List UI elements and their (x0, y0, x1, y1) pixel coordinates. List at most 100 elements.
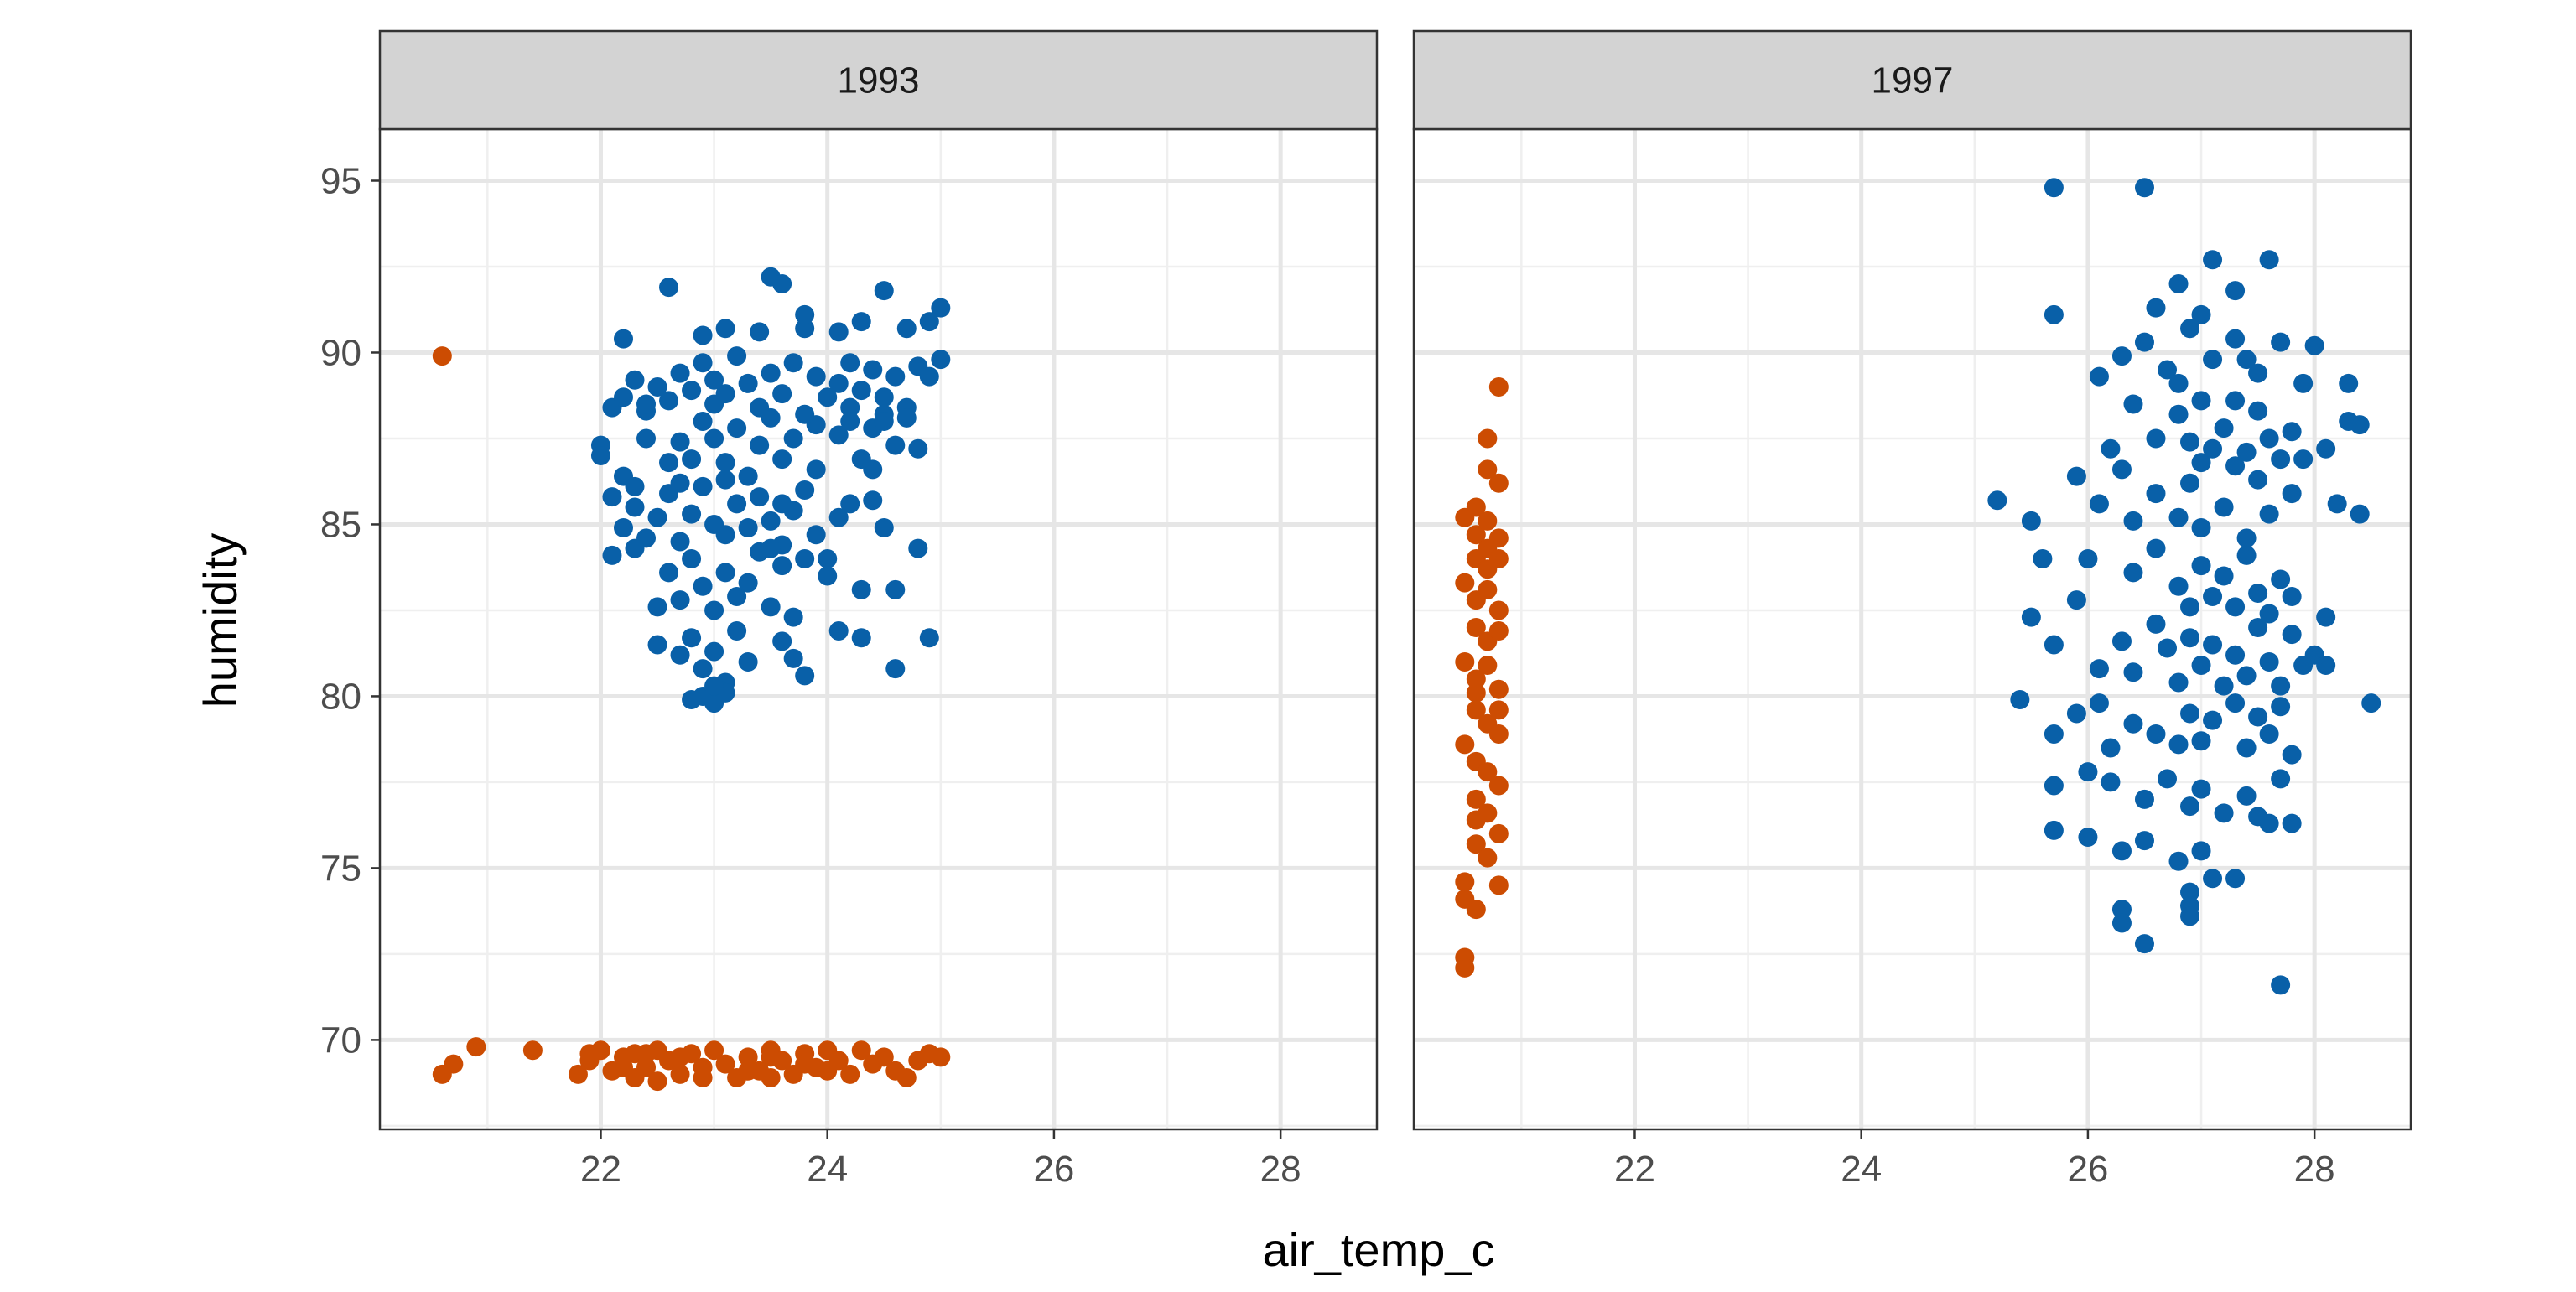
data-point (2078, 762, 2098, 782)
data-point (2180, 432, 2200, 452)
data-point (874, 1047, 894, 1067)
data-point (761, 511, 781, 531)
data-point (647, 507, 667, 527)
data-point (2214, 676, 2234, 696)
data-point (2350, 504, 2370, 524)
y-axis-title: humidity (194, 533, 247, 708)
data-point (2180, 906, 2200, 926)
data-point (738, 373, 758, 393)
data-point (647, 597, 667, 617)
data-point (738, 518, 758, 538)
data-point (750, 322, 770, 342)
data-point (670, 363, 690, 383)
data-point (2225, 329, 2246, 349)
data-point (750, 397, 770, 418)
data-point (919, 366, 939, 387)
data-point (2191, 656, 2211, 676)
data-point (2203, 350, 2223, 370)
data-point (2191, 453, 2211, 473)
data-point (886, 435, 906, 455)
data-point (2168, 273, 2189, 293)
data-point (715, 470, 735, 490)
panel-background (380, 129, 1377, 1129)
data-point (2236, 545, 2257, 565)
data-point (2316, 438, 2336, 459)
data-point (727, 346, 747, 366)
data-point (806, 459, 826, 480)
data-point (806, 525, 826, 545)
data-point (761, 1047, 781, 1067)
data-point (2191, 304, 2211, 324)
data-point (2021, 607, 2041, 627)
data-point (2259, 504, 2279, 524)
data-point (2180, 319, 2200, 339)
data-point (795, 304, 815, 324)
data-point (2168, 507, 2189, 527)
data-point (2248, 401, 2268, 421)
data-point (772, 556, 792, 576)
data-point (772, 494, 792, 514)
data-point (2191, 556, 2211, 576)
data-point (2225, 456, 2246, 476)
data-point (750, 435, 770, 455)
data-point (2327, 494, 2347, 514)
facet-strip-label: 1997 (1872, 60, 1954, 101)
data-point (840, 411, 860, 431)
data-point (2101, 772, 2121, 792)
data-point (2191, 841, 2211, 861)
data-point (2259, 604, 2279, 624)
data-point (1488, 473, 1509, 493)
data-point (2021, 511, 2041, 531)
data-point (1478, 459, 1498, 480)
data-point (1478, 762, 1498, 782)
data-point (2066, 590, 2086, 610)
data-point (636, 428, 657, 449)
data-point (806, 366, 826, 387)
data-point (851, 628, 871, 648)
data-point (704, 370, 724, 390)
x-axis-title: air_temp_c (1262, 1223, 1494, 1276)
data-point (761, 538, 781, 558)
data-point (896, 407, 917, 428)
data-point (2044, 820, 2064, 840)
data-point (2259, 250, 2279, 270)
data-point (2089, 366, 2109, 387)
data-point (2111, 841, 2132, 861)
x-tick-label: 28 (1260, 1149, 1301, 1190)
data-point (693, 325, 713, 345)
data-point (818, 566, 838, 586)
data-point (908, 538, 928, 558)
data-point (613, 518, 633, 538)
data-point (625, 370, 645, 390)
data-point (795, 666, 815, 686)
data-point (2180, 703, 2200, 724)
data-point (2361, 693, 2381, 713)
data-point (2259, 724, 2279, 745)
y-tick-label: 90 (320, 332, 361, 373)
data-point (2089, 693, 2109, 713)
y-tick-label: 75 (320, 848, 361, 889)
x-tick-label: 28 (2294, 1149, 2335, 1190)
data-point (2259, 428, 2279, 449)
data-point (931, 350, 951, 370)
data-point (2282, 422, 2302, 442)
data-point (682, 548, 702, 568)
data-point (1466, 682, 1486, 703)
data-point (693, 1068, 713, 1088)
data-point (2214, 566, 2234, 586)
y-tick-label: 85 (320, 504, 361, 545)
data-point (2236, 442, 2257, 462)
data-point (1455, 734, 1475, 755)
data-point (670, 432, 690, 452)
data-point (693, 411, 713, 431)
data-point (896, 319, 917, 339)
data-point (2078, 828, 2098, 848)
data-point (2282, 813, 2302, 833)
data-point (783, 648, 803, 668)
data-point (625, 538, 645, 558)
data-point (1488, 700, 1509, 720)
data-point (1455, 957, 1475, 978)
data-point (2248, 363, 2268, 383)
data-point (2134, 934, 2154, 954)
